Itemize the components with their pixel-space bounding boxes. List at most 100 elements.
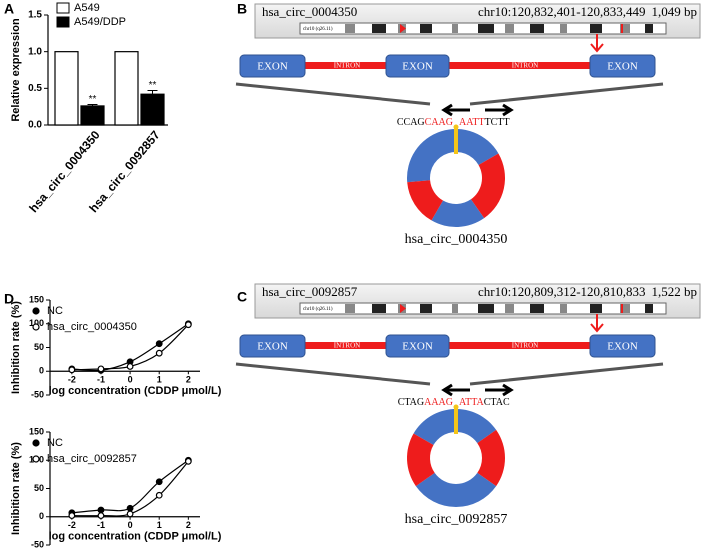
y-tick-label: 1.0 [28,46,42,57]
ring-segment [406,433,435,487]
y-tick-label: 50 [34,483,44,493]
data-point [126,510,134,518]
data-point [155,340,163,348]
ring-segment [431,199,485,228]
data-point [155,478,163,486]
ideogram-band [590,304,602,313]
ideogram-band [505,24,514,33]
ideogram-label-bg [301,24,339,33]
legend-label: A549/DDP [74,16,126,28]
legend-marker [32,307,40,315]
y-tick-label: 50 [34,342,44,352]
data-point [97,512,105,520]
ideogram-band [420,24,432,33]
ideogram-band [345,304,355,313]
ideogram-band [560,304,567,313]
x-axis-label: log concentration (CDDP μmol/L) [49,531,222,543]
y-axis-label: Inhibition rate (%) [10,442,22,535]
locus: chr10:120,832,401-120,833,449 [478,4,646,19]
x-tick-label: -1 [97,520,105,530]
ring-segment [477,429,505,487]
intron-label: INTRON [334,342,360,350]
primer-arrow [441,103,470,117]
data-point [97,365,105,373]
primer-arrow [441,383,470,397]
data-point [97,506,105,514]
primer-arrow [485,103,514,117]
length: 1,049 bp [652,4,698,19]
exon-label: EXON [257,61,288,73]
bar [114,51,139,126]
error-bar [147,90,158,95]
locus-arrow [590,314,604,333]
x-tick-label: 0 [128,520,133,530]
data-point [184,321,192,329]
y-tick-label: 150 [29,294,44,304]
exon-label: EXON [402,61,433,73]
ideogram-band [345,24,355,33]
seq-part: CTAC [484,397,510,408]
ring-segment [470,153,505,219]
data-point [68,366,76,374]
legend-label: hsa_circ_0092857 [47,453,137,465]
primer-arrow [485,383,514,397]
significance: ** [89,94,97,105]
intron-label: INTRON [512,342,538,350]
circrna-id: hsa_circ_0004350 [262,4,357,19]
legend-label: hsa_circ_0004350 [47,321,137,333]
seq-part: CCAG [397,117,425,128]
legend-marker [32,455,40,463]
x-tick-label: 1 [157,375,162,385]
legend-swatch [56,2,70,14]
circrna-diagram: hsa_circ_0004350 chr10:120,832,401-120,83… [235,3,701,247]
exon [385,54,450,78]
intron-label: INTRON [334,62,360,70]
y-tick-label: 100 [29,318,44,328]
circrna-label: hsa_circ_0004350 [405,232,508,247]
intron-bar [445,342,595,349]
legend-marker [32,323,40,331]
exon-label: EXON [402,341,433,353]
panel-label: B [237,1,247,17]
x-tick-label: 1 [157,520,162,530]
locus-arrow [590,34,604,53]
junction-dot [453,404,459,410]
y-tick-label: 0.0 [28,120,42,131]
x-tick-label: 2 [186,375,191,385]
bar [54,51,79,126]
panel-label: A [4,1,14,17]
legend-label: A549 [74,2,100,14]
y-axis-label: Relative expression [10,18,22,122]
ideogram-band [372,304,386,313]
data-point [126,363,134,370]
ideogram-band [620,24,630,33]
junction-seq: CCAGCAAG [397,117,453,128]
x-tick-label: -1 [97,375,105,385]
y-tick-label: -50 [31,389,44,399]
ideogram-band [530,304,544,313]
exon [239,334,306,358]
ring-segment [407,129,499,183]
exon-label: EXON [607,341,638,353]
ideogram-band [620,304,630,313]
exon-label: EXON [607,61,638,73]
intron-bar [300,342,392,349]
panel-label: C [237,289,247,305]
ideogram-band [505,304,514,313]
data-point [155,491,163,499]
ideogram-band [372,24,386,33]
intron-bar [445,62,595,69]
ideogram-band [420,304,432,313]
centromere [400,304,406,313]
circrna-diagram: hsa_circ_0092857 chr10:120,809,312-120,81… [235,283,701,527]
x-tick-label: 0 [128,375,133,385]
seq-part: CAAG [425,117,453,128]
x-axis-label: log concentration (CDDP μmol/L) [49,385,222,397]
junction-dot [453,124,459,130]
seq-part: AAAG [424,397,453,408]
circrna-label: hsa_circ_0092857 [405,512,508,527]
x-tick-label: 2 [186,520,191,530]
ideogram-band [478,304,494,313]
x-tick-label: -2 [68,375,76,385]
